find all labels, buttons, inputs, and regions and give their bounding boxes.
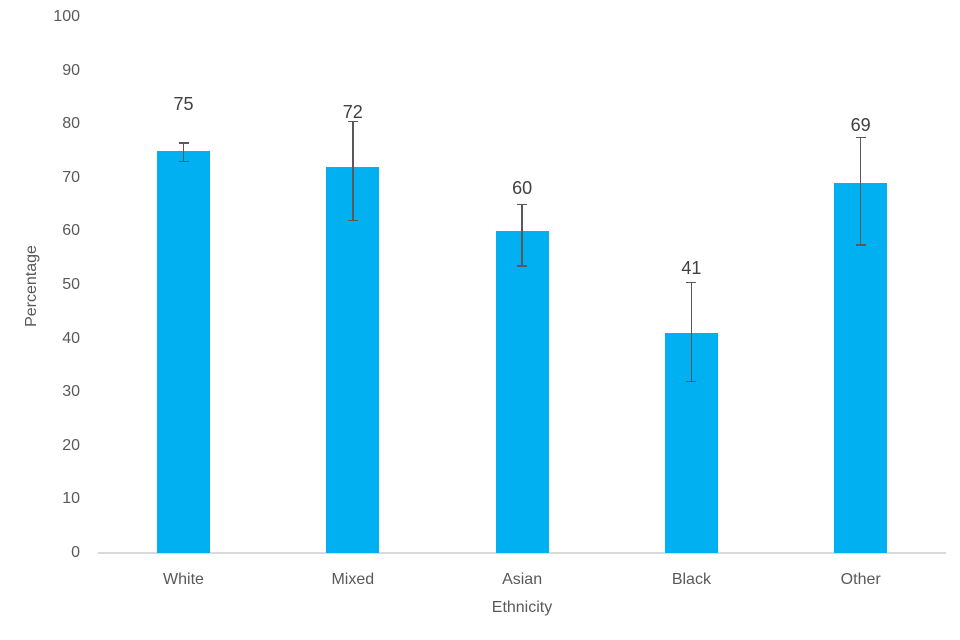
error-bar-cap-top: [178, 142, 189, 144]
category-label-black: Black: [671, 571, 711, 588]
error-bar-cap-bottom: [686, 380, 697, 383]
data-label: 60: [512, 178, 533, 198]
error-bar-line: [182, 142, 185, 162]
data-label: 69: [850, 115, 871, 135]
error-bar-cap-top: [855, 136, 866, 139]
category-label-asian: Asian: [502, 571, 543, 588]
x-axis-line: [98, 552, 946, 554]
error-bar-line: [690, 282, 693, 382]
data-label: 72: [342, 102, 363, 122]
y-tick-label: 60: [62, 222, 80, 240]
y-tick-label: 50: [62, 276, 80, 293]
bar-white: [157, 151, 210, 553]
category-label-other: Other: [840, 571, 881, 588]
error-bar-line: [352, 121, 354, 221]
category-label-mixed: Mixed: [331, 571, 375, 588]
y-tick-label: 80: [62, 115, 80, 133]
data-label: 75: [173, 94, 194, 114]
y-tick-label: 100: [53, 8, 80, 25]
error-bar-cap-top: [686, 281, 697, 284]
y-tick-label: 30: [62, 383, 80, 401]
y-tick-label: 40: [62, 329, 80, 347]
bar-asian: [495, 231, 549, 553]
error-bar-line: [859, 137, 862, 245]
error-bar-cap-bottom: [347, 219, 358, 222]
bar-mixed: [326, 167, 380, 553]
y-tick-label: 10: [62, 490, 80, 508]
error-bar-cap-bottom: [517, 265, 528, 267]
error-bar-cap-bottom: [855, 244, 866, 246]
error-bar-line: [521, 204, 523, 267]
y-tick-label: 90: [62, 61, 80, 79]
y-tick-label: 0: [71, 544, 80, 561]
data-label: 41: [681, 258, 702, 278]
error-bar-cap-top: [517, 203, 528, 206]
category-label-white: White: [163, 571, 204, 588]
x-axis-title: Ethnicity: [491, 599, 553, 616]
y-tick-label: 20: [62, 436, 80, 454]
error-bar-cap-bottom: [178, 160, 189, 163]
y-tick-label: 70: [62, 168, 80, 186]
error-bar-cap-top: [347, 120, 358, 123]
